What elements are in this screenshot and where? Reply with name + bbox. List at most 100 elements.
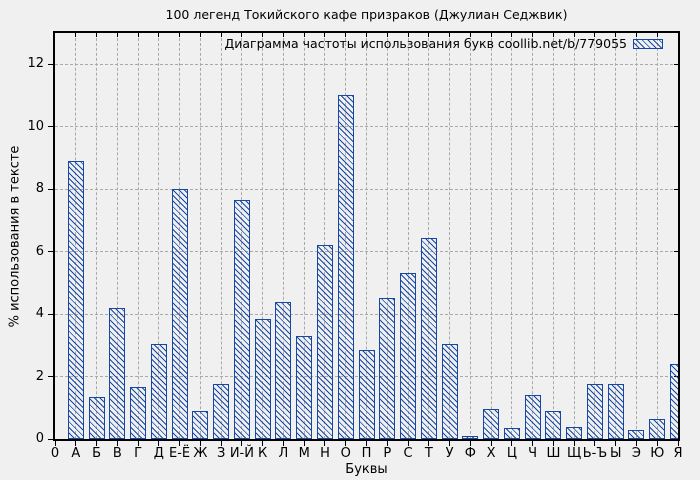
bar (400, 273, 417, 439)
x-tick-mark-top (428, 33, 430, 37)
y-tick-label: 10 (27, 118, 44, 134)
bar (649, 418, 666, 439)
bar (171, 189, 188, 439)
x-tick-mark-top (324, 33, 326, 37)
x-tick-label: Ц (506, 446, 517, 461)
x-axis-label: Буквы (345, 462, 388, 477)
x-tick-mark (220, 441, 222, 446)
v-gridline (137, 33, 139, 439)
x-tick-mark (137, 441, 139, 446)
x-tick-label: М (298, 446, 310, 461)
x-tick-mark-top (532, 33, 534, 37)
y-tick-mark-right (674, 188, 678, 190)
legend-swatch (633, 38, 663, 49)
v-gridline (490, 33, 492, 439)
bar (586, 384, 603, 439)
v-gridline (199, 33, 201, 439)
x-tick-mark-top (137, 33, 139, 37)
x-tick-label: Щ (567, 446, 582, 461)
y-tick-mark-right (674, 313, 678, 315)
plot-area (53, 31, 680, 441)
bar (192, 410, 209, 439)
x-tick-mark-top (386, 33, 388, 37)
v-gridline (635, 33, 637, 439)
x-tick-mark (677, 441, 679, 446)
v-gridline (594, 33, 596, 439)
x-tick-label: Р (383, 446, 392, 461)
x-tick-mark-top (345, 33, 347, 37)
bar (150, 343, 167, 439)
y-tick-mark (48, 188, 53, 190)
bar (524, 395, 541, 439)
bar (483, 409, 500, 439)
x-tick-label: Л (278, 446, 289, 461)
y-tick-label: 4 (35, 306, 44, 322)
y-tick-mark (48, 376, 53, 378)
x-tick-label: Н (320, 446, 330, 461)
x-tick-label: 0 (50, 446, 60, 461)
bar (254, 318, 271, 439)
x-tick-mark-top (635, 33, 637, 37)
x-tick-label: К (258, 446, 268, 461)
x-tick-label: Ч (528, 446, 538, 461)
v-gridline (220, 33, 222, 439)
bar (316, 245, 333, 439)
x-tick-label: Я (673, 446, 683, 461)
bar (233, 200, 250, 439)
x-tick-mark-top (116, 33, 118, 37)
x-tick-mark-top (656, 33, 658, 37)
x-tick-mark-top (490, 33, 492, 37)
x-tick-mark-top (552, 33, 554, 37)
x-tick-label: Т (424, 446, 433, 461)
v-gridline (532, 33, 534, 439)
chart-title: 100 легенд Токийского кафе призраков (Дж… (165, 7, 568, 22)
x-tick-label: У (445, 446, 454, 461)
bar (213, 384, 230, 439)
x-tick-mark (366, 441, 367, 446)
x-tick-mark-top (262, 33, 264, 37)
x-tick-mark (511, 441, 513, 446)
x-tick-mark (158, 441, 160, 446)
x-tick-mark-top (241, 33, 243, 37)
x-tick-mark (407, 441, 409, 446)
y-tick-mark-right (674, 63, 678, 65)
bar (358, 350, 375, 439)
x-tick-label: Ю (650, 446, 665, 461)
x-tick-mark-top (469, 33, 471, 37)
bar (88, 396, 105, 439)
y-tick-mark-right (674, 126, 678, 128)
x-tick-mark (116, 441, 118, 446)
v-gridline (573, 33, 575, 439)
x-tick-mark (54, 441, 56, 446)
bar (379, 298, 396, 439)
y-tick-mark (48, 63, 53, 65)
bar (441, 343, 458, 439)
x-tick-mark (179, 441, 181, 446)
x-tick-label: А (71, 446, 81, 461)
v-gridline (511, 33, 513, 439)
y-tick-mark-right (674, 251, 678, 253)
v-gridline (469, 33, 471, 439)
v-gridline (282, 33, 284, 439)
v-gridline (158, 33, 160, 439)
x-tick-mark (199, 441, 201, 446)
x-tick-label: И-Й (229, 446, 254, 461)
bar (566, 426, 583, 439)
bar (130, 387, 147, 439)
x-tick-mark-top (96, 33, 98, 37)
x-tick-label: Г (134, 446, 143, 461)
x-tick-mark (532, 441, 534, 446)
x-tick-mark-top (158, 33, 160, 37)
x-tick-mark (386, 441, 388, 446)
x-tick-mark-top (407, 33, 409, 37)
x-tick-mark-top (282, 33, 284, 37)
x-tick-mark (615, 441, 617, 446)
x-tick-mark-top (615, 33, 617, 37)
x-tick-mark-top (677, 33, 678, 37)
y-tick-label: 6 (35, 243, 44, 259)
bar (628, 429, 645, 439)
v-gridline (615, 33, 617, 439)
x-tick-mark-top (199, 33, 201, 37)
x-tick-mark-top (303, 33, 305, 37)
